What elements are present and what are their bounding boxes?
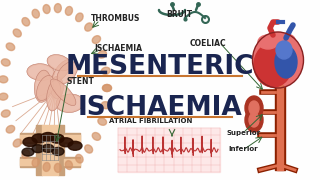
Ellipse shape xyxy=(58,62,77,83)
Ellipse shape xyxy=(41,132,55,141)
Ellipse shape xyxy=(22,150,30,158)
Text: ISCHAEMIA: ISCHAEMIA xyxy=(78,95,242,121)
Text: BRUIT: BRUIT xyxy=(166,10,192,19)
Ellipse shape xyxy=(53,60,71,81)
Ellipse shape xyxy=(51,77,63,98)
Ellipse shape xyxy=(101,67,110,74)
Ellipse shape xyxy=(92,36,100,44)
Ellipse shape xyxy=(23,138,37,147)
Ellipse shape xyxy=(59,138,73,147)
Ellipse shape xyxy=(56,94,83,112)
Ellipse shape xyxy=(249,113,259,127)
Ellipse shape xyxy=(22,148,34,156)
Ellipse shape xyxy=(98,118,107,125)
Ellipse shape xyxy=(54,163,61,172)
Ellipse shape xyxy=(47,81,60,110)
Ellipse shape xyxy=(32,134,46,143)
Ellipse shape xyxy=(1,59,10,66)
Ellipse shape xyxy=(245,96,263,120)
Ellipse shape xyxy=(43,163,50,171)
Ellipse shape xyxy=(276,41,292,59)
Ellipse shape xyxy=(22,18,30,26)
Text: STENT: STENT xyxy=(66,76,94,86)
Ellipse shape xyxy=(65,161,73,170)
Text: ISCHAEMIA: ISCHAEMIA xyxy=(94,44,142,53)
Ellipse shape xyxy=(68,141,82,150)
Ellipse shape xyxy=(98,51,107,58)
Ellipse shape xyxy=(32,145,44,153)
Ellipse shape xyxy=(32,9,39,18)
Ellipse shape xyxy=(28,64,54,80)
Ellipse shape xyxy=(275,46,297,78)
Ellipse shape xyxy=(253,33,303,87)
Ellipse shape xyxy=(254,43,292,87)
Ellipse shape xyxy=(6,43,15,51)
Ellipse shape xyxy=(85,23,92,31)
FancyBboxPatch shape xyxy=(118,128,220,172)
Ellipse shape xyxy=(6,125,15,133)
Ellipse shape xyxy=(1,110,10,117)
Text: THROMBUS: THROMBUS xyxy=(91,14,140,22)
Ellipse shape xyxy=(101,102,110,109)
Text: Inferior: Inferior xyxy=(228,146,258,152)
Ellipse shape xyxy=(54,4,61,13)
Ellipse shape xyxy=(277,34,295,46)
Ellipse shape xyxy=(13,139,21,147)
Ellipse shape xyxy=(50,134,64,143)
Ellipse shape xyxy=(258,35,278,49)
Ellipse shape xyxy=(51,79,76,105)
Ellipse shape xyxy=(52,147,64,156)
Ellipse shape xyxy=(0,93,8,100)
Ellipse shape xyxy=(249,101,259,115)
Ellipse shape xyxy=(65,6,73,15)
Text: MESENTERIC: MESENTERIC xyxy=(66,54,254,80)
Ellipse shape xyxy=(76,154,83,163)
Ellipse shape xyxy=(32,158,39,167)
Ellipse shape xyxy=(102,84,111,91)
Ellipse shape xyxy=(102,84,111,91)
Ellipse shape xyxy=(43,4,50,14)
Ellipse shape xyxy=(48,55,70,70)
Text: ATRIAL FIBRILLATION: ATRIAL FIBRILLATION xyxy=(109,118,192,124)
Ellipse shape xyxy=(13,29,21,37)
Ellipse shape xyxy=(85,145,92,153)
Ellipse shape xyxy=(37,76,53,100)
Text: Superior: Superior xyxy=(226,130,260,136)
Ellipse shape xyxy=(42,144,54,152)
Ellipse shape xyxy=(92,132,100,140)
Ellipse shape xyxy=(76,13,83,22)
Ellipse shape xyxy=(35,71,51,102)
Text: COELIAC: COELIAC xyxy=(190,39,226,48)
Ellipse shape xyxy=(245,108,263,132)
Ellipse shape xyxy=(0,76,8,83)
